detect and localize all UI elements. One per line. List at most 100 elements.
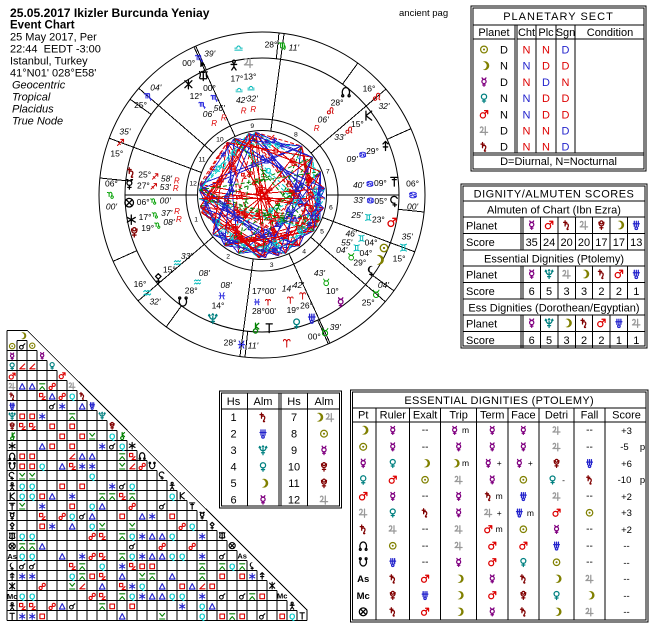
svg-text:--: -- (623, 558, 629, 569)
svg-text:True Node: True Node (12, 116, 63, 128)
svg-text:19°: 19° (287, 305, 300, 315)
svg-text:As: As (237, 552, 247, 561)
svg-text:Score: Score (466, 237, 495, 249)
svg-text:Q: Q (19, 552, 25, 561)
svg-text:11: 11 (288, 478, 299, 490)
svg-text:Q: Q (199, 602, 205, 611)
svg-text:--: -- (422, 425, 429, 436)
svg-text:17°00': 17°00' (252, 286, 276, 296)
svg-text:--: -- (586, 557, 593, 568)
svg-text:42': 42' (293, 280, 304, 290)
svg-text:Q: Q (266, 168, 272, 175)
svg-text:+: + (497, 458, 502, 468)
svg-text:--: -- (623, 574, 629, 585)
svg-text:Score: Score (466, 286, 495, 298)
svg-text:Q: Q (19, 532, 25, 541)
svg-text:--: -- (586, 541, 593, 552)
svg-text:04': 04' (336, 245, 347, 255)
svg-text:Q: Q (89, 502, 95, 511)
svg-text:N: N (523, 126, 531, 138)
svg-text:1: 1 (230, 412, 236, 424)
svg-text:+: + (497, 508, 502, 518)
svg-text:00°: 00° (308, 332, 321, 342)
svg-text:Q: Q (297, 227, 303, 234)
svg-text:N: N (523, 45, 531, 57)
svg-text:3: 3 (581, 286, 587, 298)
svg-text:Hs: Hs (227, 396, 241, 408)
svg-text:26°: 26° (300, 300, 313, 310)
svg-text:33': 33' (334, 132, 345, 142)
svg-text:1: 1 (633, 286, 639, 298)
svg-text:15°: 15° (110, 148, 123, 158)
svg-text:25°: 25° (362, 297, 375, 307)
svg-text:Mc: Mc (357, 591, 370, 602)
svg-text:08': 08' (221, 280, 232, 290)
svg-text:D: D (542, 61, 550, 73)
svg-text:2: 2 (230, 429, 236, 441)
svg-text:32': 32' (378, 101, 389, 111)
svg-text:+2: +2 (621, 525, 632, 536)
svg-text:9: 9 (291, 445, 297, 457)
svg-text:N: N (542, 45, 550, 57)
svg-text:28°: 28° (265, 39, 278, 49)
svg-text:Q: Q (19, 492, 25, 501)
svg-text:25°: 25° (138, 170, 151, 180)
svg-text:12: 12 (288, 495, 300, 507)
svg-text:--: -- (422, 541, 429, 552)
svg-text:09': 09' (347, 154, 358, 164)
svg-text:Tropical: Tropical (12, 92, 51, 104)
svg-text:m: m (462, 458, 469, 468)
svg-text:Exalt: Exalt (413, 410, 437, 422)
svg-text:29°: 29° (353, 258, 366, 268)
svg-text:Planet: Planet (466, 221, 497, 233)
svg-text:Trip: Trip (449, 410, 468, 422)
svg-text:2: 2 (226, 254, 230, 261)
svg-text:R: R (211, 119, 217, 128)
svg-text:5: 5 (230, 478, 236, 490)
svg-text:16°: 16° (363, 83, 376, 93)
svg-text:--: -- (422, 442, 429, 453)
svg-text:17: 17 (613, 237, 625, 249)
svg-text:--: -- (422, 557, 429, 568)
svg-text:04': 04' (378, 280, 389, 290)
svg-text:Q: Q (99, 562, 105, 571)
svg-text:5: 5 (546, 335, 552, 347)
svg-text:Q: Q (277, 218, 283, 225)
svg-text:3: 3 (230, 445, 236, 457)
svg-text:15°: 15° (393, 253, 406, 263)
svg-text:Pt: Pt (358, 410, 368, 422)
svg-text:Q: Q (169, 552, 175, 561)
svg-text:--: -- (586, 425, 593, 436)
svg-text:Score: Score (466, 335, 495, 347)
svg-text:8: 8 (291, 429, 297, 441)
svg-text:D: D (500, 142, 508, 154)
svg-text:Q: Q (275, 143, 281, 150)
svg-text:--: -- (586, 442, 593, 453)
svg-text:53': 53' (160, 182, 171, 192)
svg-text:Q: Q (139, 582, 145, 591)
svg-text:32': 32' (247, 94, 258, 104)
svg-text:p: p (640, 475, 645, 486)
svg-text:D: D (500, 126, 508, 138)
svg-text:7: 7 (326, 169, 330, 176)
svg-text:Q: Q (229, 234, 235, 241)
svg-text:--: -- (422, 524, 429, 535)
svg-text:43': 43' (314, 268, 325, 278)
svg-text:Q: Q (220, 162, 226, 169)
svg-text:14°: 14° (212, 301, 225, 311)
svg-text:D: D (562, 109, 570, 121)
svg-text:55': 55' (341, 237, 352, 247)
svg-text:00°: 00° (203, 83, 216, 93)
svg-text:1: 1 (633, 335, 639, 347)
svg-text:DIGNITY/ALMUTEN SCORES: DIGNITY/ALMUTEN SCORES (474, 189, 635, 201)
svg-text:6: 6 (529, 286, 535, 298)
svg-text:+6: +6 (621, 459, 632, 470)
svg-text:10: 10 (288, 462, 300, 474)
svg-text:m: m (462, 425, 469, 435)
svg-text:N: N (500, 93, 508, 105)
svg-text:00': 00' (407, 202, 418, 212)
svg-text:19°: 19° (141, 223, 154, 233)
svg-text:As: As (7, 552, 17, 561)
svg-text:Essential Dignities (Ptolemy): Essential Dignities (Ptolemy) (484, 254, 624, 266)
svg-text:N: N (500, 61, 508, 73)
